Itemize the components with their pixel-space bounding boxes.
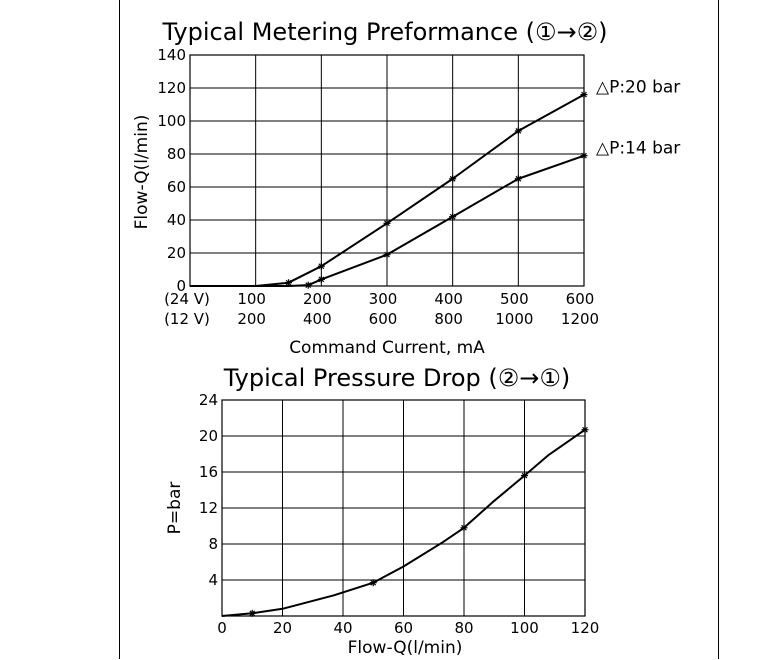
chart2-y-tick-label: 4 <box>208 571 218 589</box>
chart2-y-tick-label: 8 <box>208 535 218 553</box>
figure-frame <box>119 0 719 659</box>
chart1-data-point <box>514 175 522 183</box>
chart1-y-tick-label: 0 <box>176 277 186 295</box>
chart1-data-point <box>449 175 457 183</box>
chart1-y-tick-label: 140 <box>157 46 186 64</box>
chart1-title: Typical Metering Preformance (①→②) <box>162 18 608 46</box>
chart1-x-tick-label: 100 <box>237 290 266 308</box>
chart1-data-point <box>449 213 457 221</box>
chart2-title: Typical Pressure Drop (②→①) <box>223 364 571 392</box>
chart1-x-tick-label: 300 <box>369 290 398 308</box>
chart2-y-tick-label: 20 <box>199 427 218 445</box>
chart1-x-row-label: (24 V) <box>164 290 210 308</box>
chart1-x-tick-label: 200 <box>303 290 332 308</box>
chart1-data-point <box>304 281 312 289</box>
chart1-data-point <box>383 251 391 259</box>
chart1-series-label: △P:20 bar <box>596 78 680 98</box>
chart2-x-tick-label: 120 <box>571 619 600 637</box>
chart1-y-tick-label: 100 <box>157 112 186 130</box>
chart2-x-tick-label: 20 <box>273 619 292 637</box>
chart1-y-tick-label: 120 <box>157 79 186 97</box>
chart2-data-point <box>248 609 256 617</box>
chart1-x-tick-label: 500 <box>500 290 529 308</box>
chart2-y-tick-label: 24 <box>199 391 218 409</box>
chart1-series-label: △P:14 bar <box>596 139 680 159</box>
chart2-x-tick-label: 100 <box>510 619 539 637</box>
chart2-y-tick-label: 12 <box>199 499 218 517</box>
chart2-x-tick-label: 80 <box>454 619 473 637</box>
chart1-x-tick-label: 600 <box>369 310 398 328</box>
chart2-series-line <box>221 428 586 617</box>
chart2-data-point <box>581 426 589 434</box>
chart1-x-tick-label: 400 <box>303 310 332 328</box>
chart1-x-tick-label: 800 <box>434 310 463 328</box>
chart2-data-point <box>460 524 468 532</box>
chart1-x-tick-label: 1200 <box>561 310 599 328</box>
chart2-x-axis-label: Flow-Q(l/min) <box>348 638 463 658</box>
chart2-data-point <box>369 579 377 587</box>
chart2-y-axis-label: P=bar <box>165 482 185 535</box>
chart1-x-tick-label: 1000 <box>495 310 533 328</box>
chart1-data-point <box>580 91 588 99</box>
chart1-y-tick-label: 40 <box>167 211 186 229</box>
chart2-x-tick-label: 60 <box>394 619 413 637</box>
chart1-y-tick-label: 80 <box>167 145 186 163</box>
chart1-data-point <box>383 219 391 227</box>
chart1-x-tick-label: 200 <box>237 310 266 328</box>
chart2-data-point <box>521 472 528 480</box>
chart1-x-row-label: (12 V) <box>164 310 210 328</box>
chart1-data-point <box>580 152 588 160</box>
chart1-plot-frame <box>189 54 585 287</box>
chart1-x-tick-label: 600 <box>566 290 595 308</box>
chart2-x-tick-label: 40 <box>333 619 352 637</box>
chart1-y-tick-label: 60 <box>167 178 186 196</box>
chart1-x-tick-label: 400 <box>434 290 463 308</box>
chart1-data-point <box>317 262 325 270</box>
chart1-y-tick-label: 20 <box>167 244 186 262</box>
chart1-x-axis-label: Command Current, mA <box>289 338 485 358</box>
chart1-data-point <box>514 127 522 135</box>
chart2-x-tick-label: 0 <box>217 619 227 637</box>
chart2-y-tick-label: 16 <box>199 463 218 481</box>
chart1-y-axis-label: Flow-Q(l/min) <box>132 115 152 230</box>
chart2-plot-frame <box>221 399 586 617</box>
chart1-data-point <box>317 275 325 283</box>
